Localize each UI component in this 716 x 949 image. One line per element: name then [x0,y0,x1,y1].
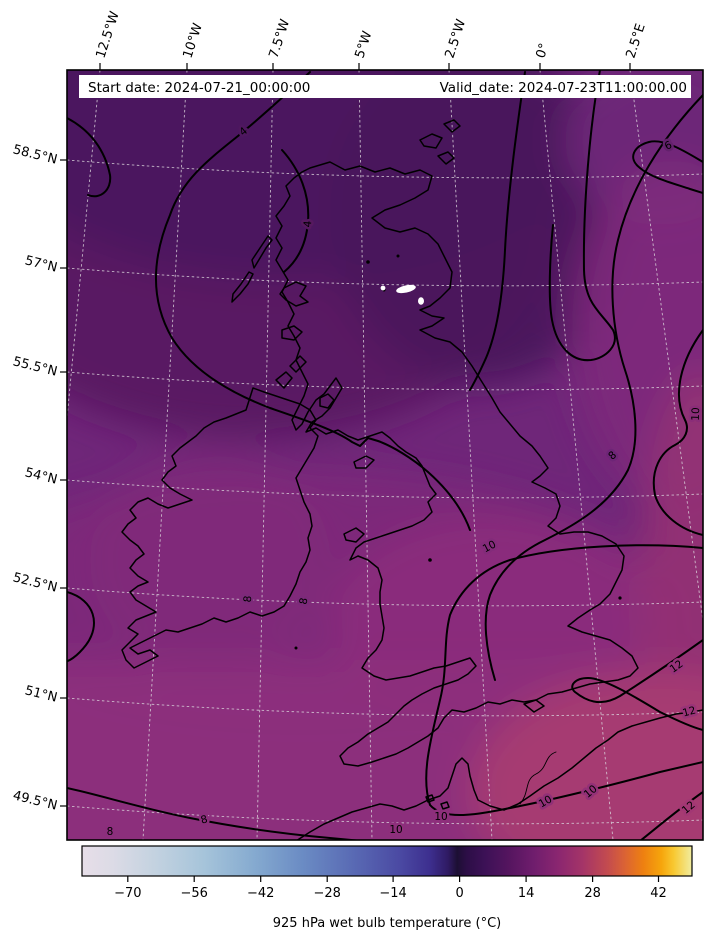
y-axis-ticks [60,159,67,807]
contour-label: 8 [242,595,255,603]
y-tick-label: 57°N [23,253,58,275]
coastline-outer-hebrides [231,235,273,303]
x-tick-label: 0° [534,42,553,61]
colorbar-tick-label: 0 [455,886,463,901]
colorbar: −70 −56 −42 −28 −14 0 14 28 42 925 hPa w… [81,845,693,931]
colorbar-tick-label: 28 [584,886,601,901]
colorbar-gradient [81,845,693,877]
parallel-55-5n [67,371,703,391]
parallel-49-5n [67,805,703,825]
map-area: 4 4 6 8 8 8 10 10 12 12 10 10 10 10 8 8 … [67,70,703,840]
title-banner-background [79,75,691,98]
y-tick-label: 52.5°N [11,570,58,595]
y-tick-label: 49.5°N [11,788,58,813]
x-tick-label: 12.5°W [94,10,123,61]
coastline-great-britain [275,161,639,767]
coastline-arran [319,393,335,409]
contour-6-hook [632,140,703,194]
coastline-skye [279,281,309,307]
x-axis-ticks [99,63,631,70]
meridian-5w [358,70,373,840]
contour-label: 4 [302,220,315,228]
meridian-7-5w [256,70,274,840]
map-frame [66,69,704,841]
colorbar-label: 925 hPa wet bulb temperature (°C) [273,916,501,931]
x-tick-label: 2.5°E [624,22,649,60]
coastlines [121,119,703,840]
contour-label: 10 [434,811,447,823]
meridian-10w [142,70,188,840]
contour-nw-hook [67,117,112,198]
contour-label: 8 [107,826,114,838]
x-tick-label: 5°W [353,29,376,60]
colorbar-tick-label: 14 [518,886,535,901]
colorbar-tick-label: −28 [313,886,340,901]
y-tick-label: 58.5°N [11,142,58,167]
contour-label: 10 [690,407,702,421]
contour-12-corner [639,791,703,840]
colorbar-tick-label: 42 [650,886,667,901]
meridian-2-5w [448,70,493,840]
coastline-isle-of-wight [523,699,545,713]
islet-dots [294,254,622,650]
coastline-orkney [419,119,461,165]
contour-4-inner [281,149,310,273]
colorbar-tick-labels: −70 −56 −42 −28 −14 0 14 28 42 [114,886,667,901]
coastline-mull [281,325,303,341]
contour-label: 10 [389,824,402,836]
contour-8-left-bulge [67,591,95,662]
temperature-field-shading [67,70,703,840]
x-tick-label: 2.5°W [443,17,470,60]
coastline-channel-islands [425,794,450,810]
title-banner: Start date: 2024-07-21_00:00:00 Valid_da… [79,75,691,98]
river-seine [519,751,557,805]
parallel-58-5n [67,159,703,179]
contour-12-tongue [571,639,703,731]
masked-terrain-patches [380,284,424,305]
colorbar-tick-label: −42 [247,886,274,901]
x-tick-label: 10°W [181,21,206,60]
colorbar-ticks [127,876,660,882]
parallel-51n [67,697,703,717]
contour-lines [67,70,703,840]
x-tick-label: 7.5°W [267,17,294,60]
start-date-text: Start date: 2024-07-21_00:00:00 [88,80,310,96]
meridian-0 [539,70,614,840]
contour-8-bottom [67,787,363,840]
colorbar-tick-label: −14 [379,886,406,901]
y-tick-label: 54°N [23,465,58,487]
valid-date-text: Valid_date: 2024-07-23T11:00:00.00 [440,80,687,96]
contour-8-main [484,94,703,681]
contour-4-tongue [469,71,526,391]
parallel-52-5n [67,587,703,607]
x-axis-tick-labels: 12.5°W 10°W 7.5°W 5°W 2.5°W 0° 2.5°E [94,10,649,61]
colorbar-tick-label: −70 [114,886,141,901]
contour-10-right-edge [652,329,703,536]
coastline-france [296,709,703,840]
y-tick-label: 55.5°N [11,354,58,379]
coastline-ireland [121,387,319,669]
coastline-isle-of-man [353,455,375,469]
coastline-islay-jura [275,355,307,389]
contour-4-west [155,71,471,531]
y-axis-tick-labels: 58.5°N 57°N 55.5°N 54°N 52.5°N 51°N 49.5… [11,142,58,813]
coastline-anglesey [343,527,365,543]
parallel-54n [67,479,703,499]
contour-6-long [548,70,616,362]
colorbar-tick-label: −56 [180,886,207,901]
contour-10-south [425,544,703,816]
y-tick-label: 51°N [23,683,58,705]
